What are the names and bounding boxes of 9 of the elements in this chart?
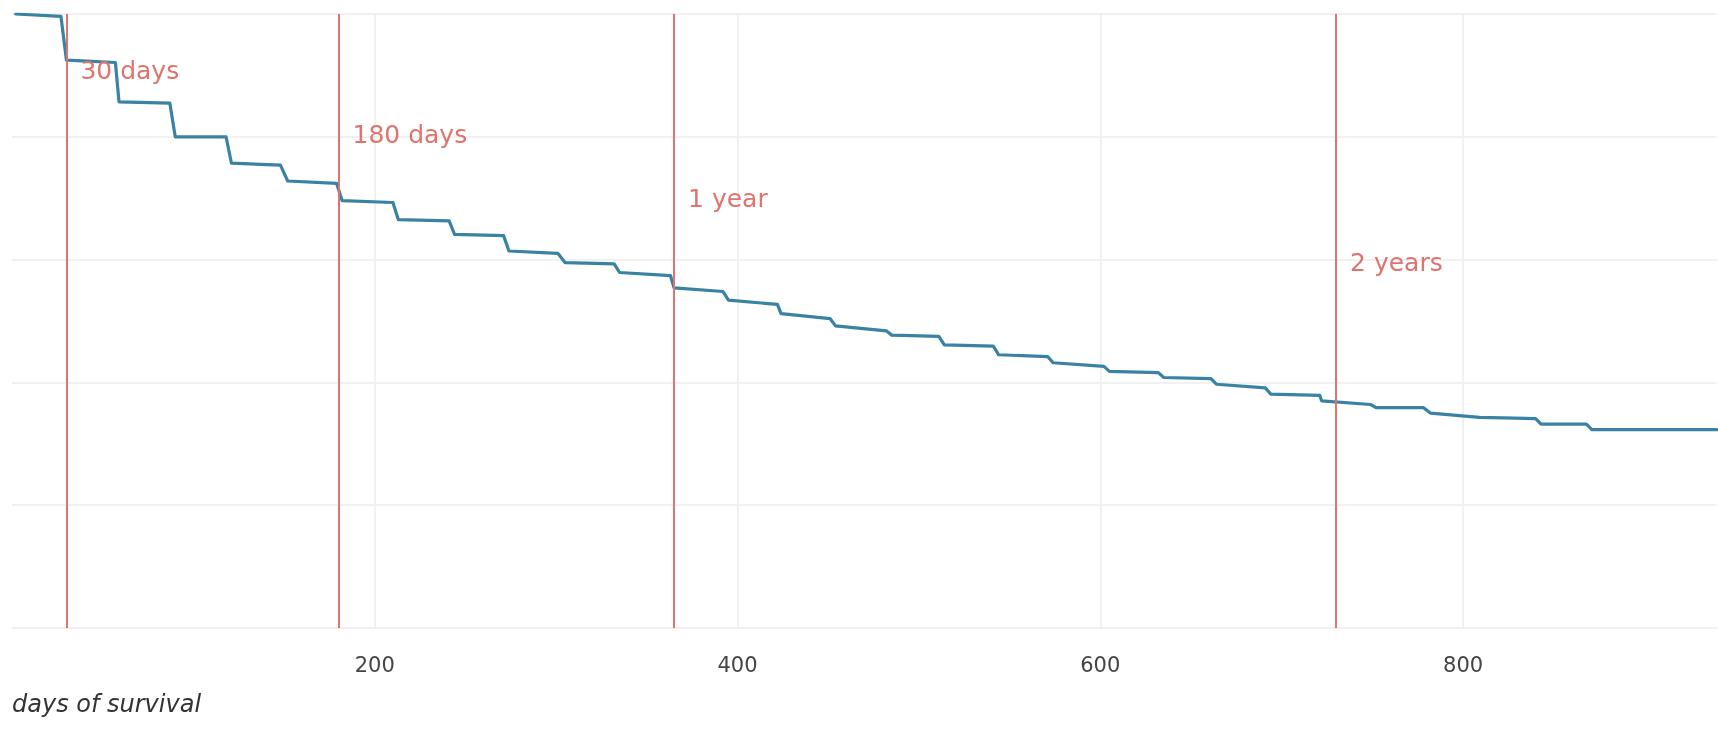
x-tick-label: 800 [1443,652,1484,677]
x-tick-label: 200 [354,652,395,677]
ref-line-label: 2 years [1350,248,1443,277]
ref-line-label: 180 days [352,120,468,149]
x-axis-title: days of survival [12,690,202,718]
x-tick-label: 600 [1080,652,1121,677]
ref-line-label: 30 days [80,56,180,85]
x-tick-label: 400 [717,652,758,677]
ref-line-label: 1 year [688,184,769,213]
